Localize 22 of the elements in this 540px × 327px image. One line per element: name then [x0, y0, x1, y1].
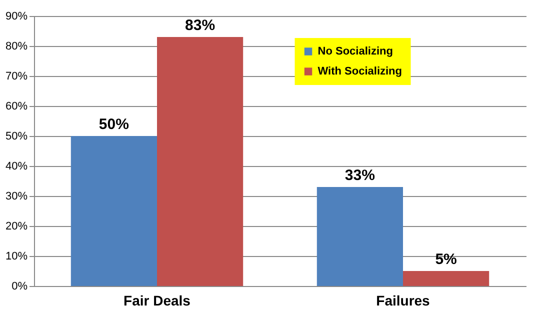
- legend-label: No Socializing: [318, 46, 393, 58]
- legend-label: With Socializing: [318, 66, 402, 78]
- data-label: 33%: [344, 167, 375, 184]
- y-tick-label: 40%: [5, 160, 28, 172]
- bar: [403, 271, 490, 286]
- y-tick-label: 20%: [5, 220, 28, 232]
- y-tick-label: 90%: [5, 10, 28, 22]
- x-tick-label: Failures: [376, 292, 430, 308]
- y-tick-label: 0%: [12, 280, 28, 292]
- y-tick-label: 80%: [5, 40, 28, 52]
- y-tick-label: 70%: [5, 70, 28, 82]
- data-label: 50%: [98, 116, 129, 133]
- x-tick-label: Fair Deals: [124, 292, 191, 308]
- y-tick-label: 30%: [5, 190, 28, 202]
- y-tick-label: 60%: [5, 100, 28, 112]
- bar: [157, 37, 244, 286]
- y-tick-label: 50%: [5, 130, 28, 142]
- y-tick-label: 10%: [5, 250, 28, 262]
- data-label: 83%: [185, 17, 216, 34]
- bar: [70, 136, 157, 286]
- data-label: 5%: [435, 251, 457, 268]
- bar: [316, 187, 403, 286]
